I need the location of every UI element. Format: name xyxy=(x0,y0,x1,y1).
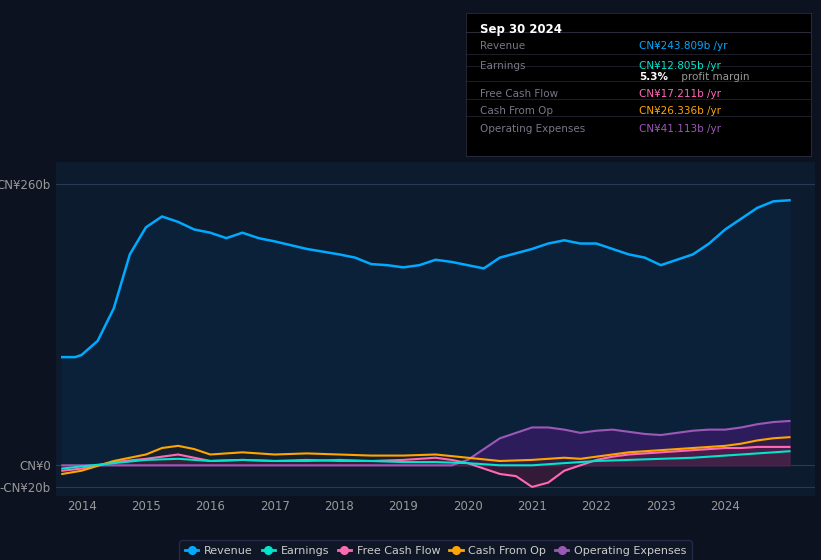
Text: profit margin: profit margin xyxy=(678,72,750,82)
Text: Revenue: Revenue xyxy=(480,41,525,52)
Text: Sep 30 2024: Sep 30 2024 xyxy=(480,23,562,36)
Text: 5.3%: 5.3% xyxy=(639,72,667,82)
Text: Earnings: Earnings xyxy=(480,60,525,71)
Text: Free Cash Flow: Free Cash Flow xyxy=(480,89,558,99)
Text: CN¥12.805b /yr: CN¥12.805b /yr xyxy=(639,60,721,71)
Legend: Revenue, Earnings, Free Cash Flow, Cash From Op, Operating Expenses: Revenue, Earnings, Free Cash Flow, Cash … xyxy=(180,540,691,560)
Text: CN¥243.809b /yr: CN¥243.809b /yr xyxy=(639,41,727,52)
Text: CN¥41.113b /yr: CN¥41.113b /yr xyxy=(639,124,721,134)
Text: Operating Expenses: Operating Expenses xyxy=(480,124,585,134)
Text: Cash From Op: Cash From Op xyxy=(480,106,553,116)
Text: CN¥26.336b /yr: CN¥26.336b /yr xyxy=(639,106,721,116)
Text: CN¥17.211b /yr: CN¥17.211b /yr xyxy=(639,89,721,99)
